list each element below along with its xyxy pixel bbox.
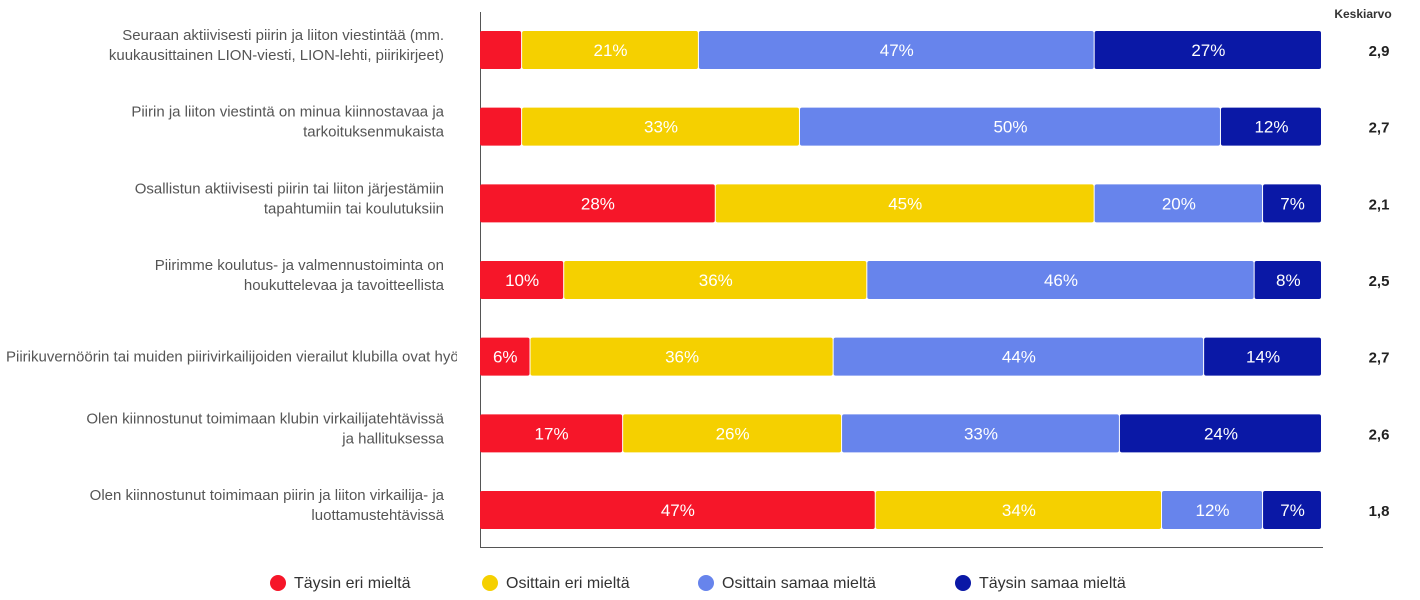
bar-segment	[1220, 107, 1321, 146]
bar-segment	[1254, 261, 1321, 300]
bar-data-label: 12%	[1254, 118, 1288, 137]
bar-data-label: 26%	[716, 424, 750, 443]
bar-data-label: 47%	[661, 501, 695, 520]
category-label: Seuraan aktiivisesti piirin ja liiton vi…	[109, 27, 444, 64]
bar-data-label: 21%	[593, 41, 627, 60]
bar-segment	[530, 337, 833, 376]
legend-label: Osittain eri mieltä	[506, 575, 630, 592]
category-label: Piirimme koulutus- ja valmennustoiminta …	[155, 257, 445, 294]
category-label: Olen kiinnostunut toimimaan klubin virka…	[86, 410, 444, 447]
bar-segment	[480, 184, 715, 223]
bar-segment	[715, 184, 1094, 223]
legend-marker	[955, 575, 971, 591]
bar-segment	[480, 107, 522, 146]
bar-segment	[480, 337, 530, 376]
bar-segment	[1094, 31, 1321, 69]
bar-segment	[833, 337, 1204, 376]
bar-data-label: 34%	[1002, 501, 1036, 520]
bar-data-label: 10%	[505, 271, 539, 290]
bar-data-label: 36%	[665, 348, 699, 367]
bar-data-label: 12%	[1196, 501, 1230, 520]
legend-label: Osittain samaa mieltä	[722, 575, 876, 592]
category-label: Piirikuvernöörin tai muiden piirivirkail…	[6, 349, 504, 366]
mean-value: 2,5	[1369, 273, 1390, 290]
legend-marker	[270, 575, 286, 591]
bar-segment	[1263, 491, 1321, 530]
bar-segment	[623, 414, 842, 453]
bar-segment	[1162, 491, 1263, 530]
legend-marker	[698, 575, 714, 591]
bar-data-label: 33%	[644, 118, 678, 137]
mean-value: 2,9	[1369, 43, 1390, 60]
bar-data-label: 47%	[880, 41, 914, 60]
bar-data-label: 20%	[1162, 194, 1196, 213]
bar-data-label: 45%	[888, 194, 922, 213]
bar-data-label: 7%	[1280, 501, 1305, 520]
mean-value: 2,7	[1369, 120, 1390, 137]
bar-segment	[480, 491, 875, 530]
mean-column-header: Keskiarvo	[1334, 7, 1391, 21]
category-label: Piirin ja liiton viestintä on minua kiin…	[131, 104, 444, 141]
mean-value: 2,7	[1369, 350, 1390, 367]
legend-marker	[482, 575, 498, 591]
bar-data-label: 6%	[493, 348, 518, 367]
bar-segment	[522, 107, 799, 146]
bar-data-label: 27%	[1191, 41, 1225, 60]
bar-data-label: 7%	[1280, 194, 1305, 213]
bar-data-label: 36%	[699, 271, 733, 290]
legend-label: Täysin eri mieltä	[294, 575, 411, 592]
bar-data-label: 50%	[993, 118, 1027, 137]
bar-data-label: 17%	[535, 424, 569, 443]
bar-segment	[1263, 184, 1321, 223]
bar-segment	[867, 261, 1254, 300]
bar-segment	[522, 31, 698, 69]
mean-value: 2,1	[1369, 196, 1390, 213]
category-label: Osallistun aktiivisesti piirin tai liito…	[135, 180, 444, 217]
bar-segment	[799, 107, 1220, 146]
bar-segment	[1119, 414, 1321, 453]
bar-segment	[698, 31, 1094, 69]
bar-segment	[1094, 184, 1263, 223]
bar-segment	[480, 261, 564, 300]
legend-label: Täysin samaa mieltä	[979, 575, 1126, 592]
bar-segment	[480, 414, 623, 453]
bar-data-label: 14%	[1246, 348, 1280, 367]
bar-data-label: 28%	[581, 194, 615, 213]
category-label: Olen kiinnostunut toimimaan piirin ja li…	[90, 487, 445, 524]
bar-segment	[842, 414, 1119, 453]
bar-segment	[1204, 337, 1321, 376]
bar-segment	[564, 261, 867, 300]
mean-value: 2,6	[1369, 426, 1390, 443]
bar-data-label: 8%	[1276, 271, 1301, 290]
bar-segment	[480, 31, 522, 69]
bar-data-label: 44%	[1002, 348, 1036, 367]
bar-data-label: 24%	[1204, 424, 1238, 443]
mean-value: 1,8	[1369, 503, 1390, 520]
bar-segment	[875, 491, 1162, 530]
bar-data-label: 46%	[1044, 271, 1078, 290]
bar-data-label: 33%	[964, 424, 998, 443]
